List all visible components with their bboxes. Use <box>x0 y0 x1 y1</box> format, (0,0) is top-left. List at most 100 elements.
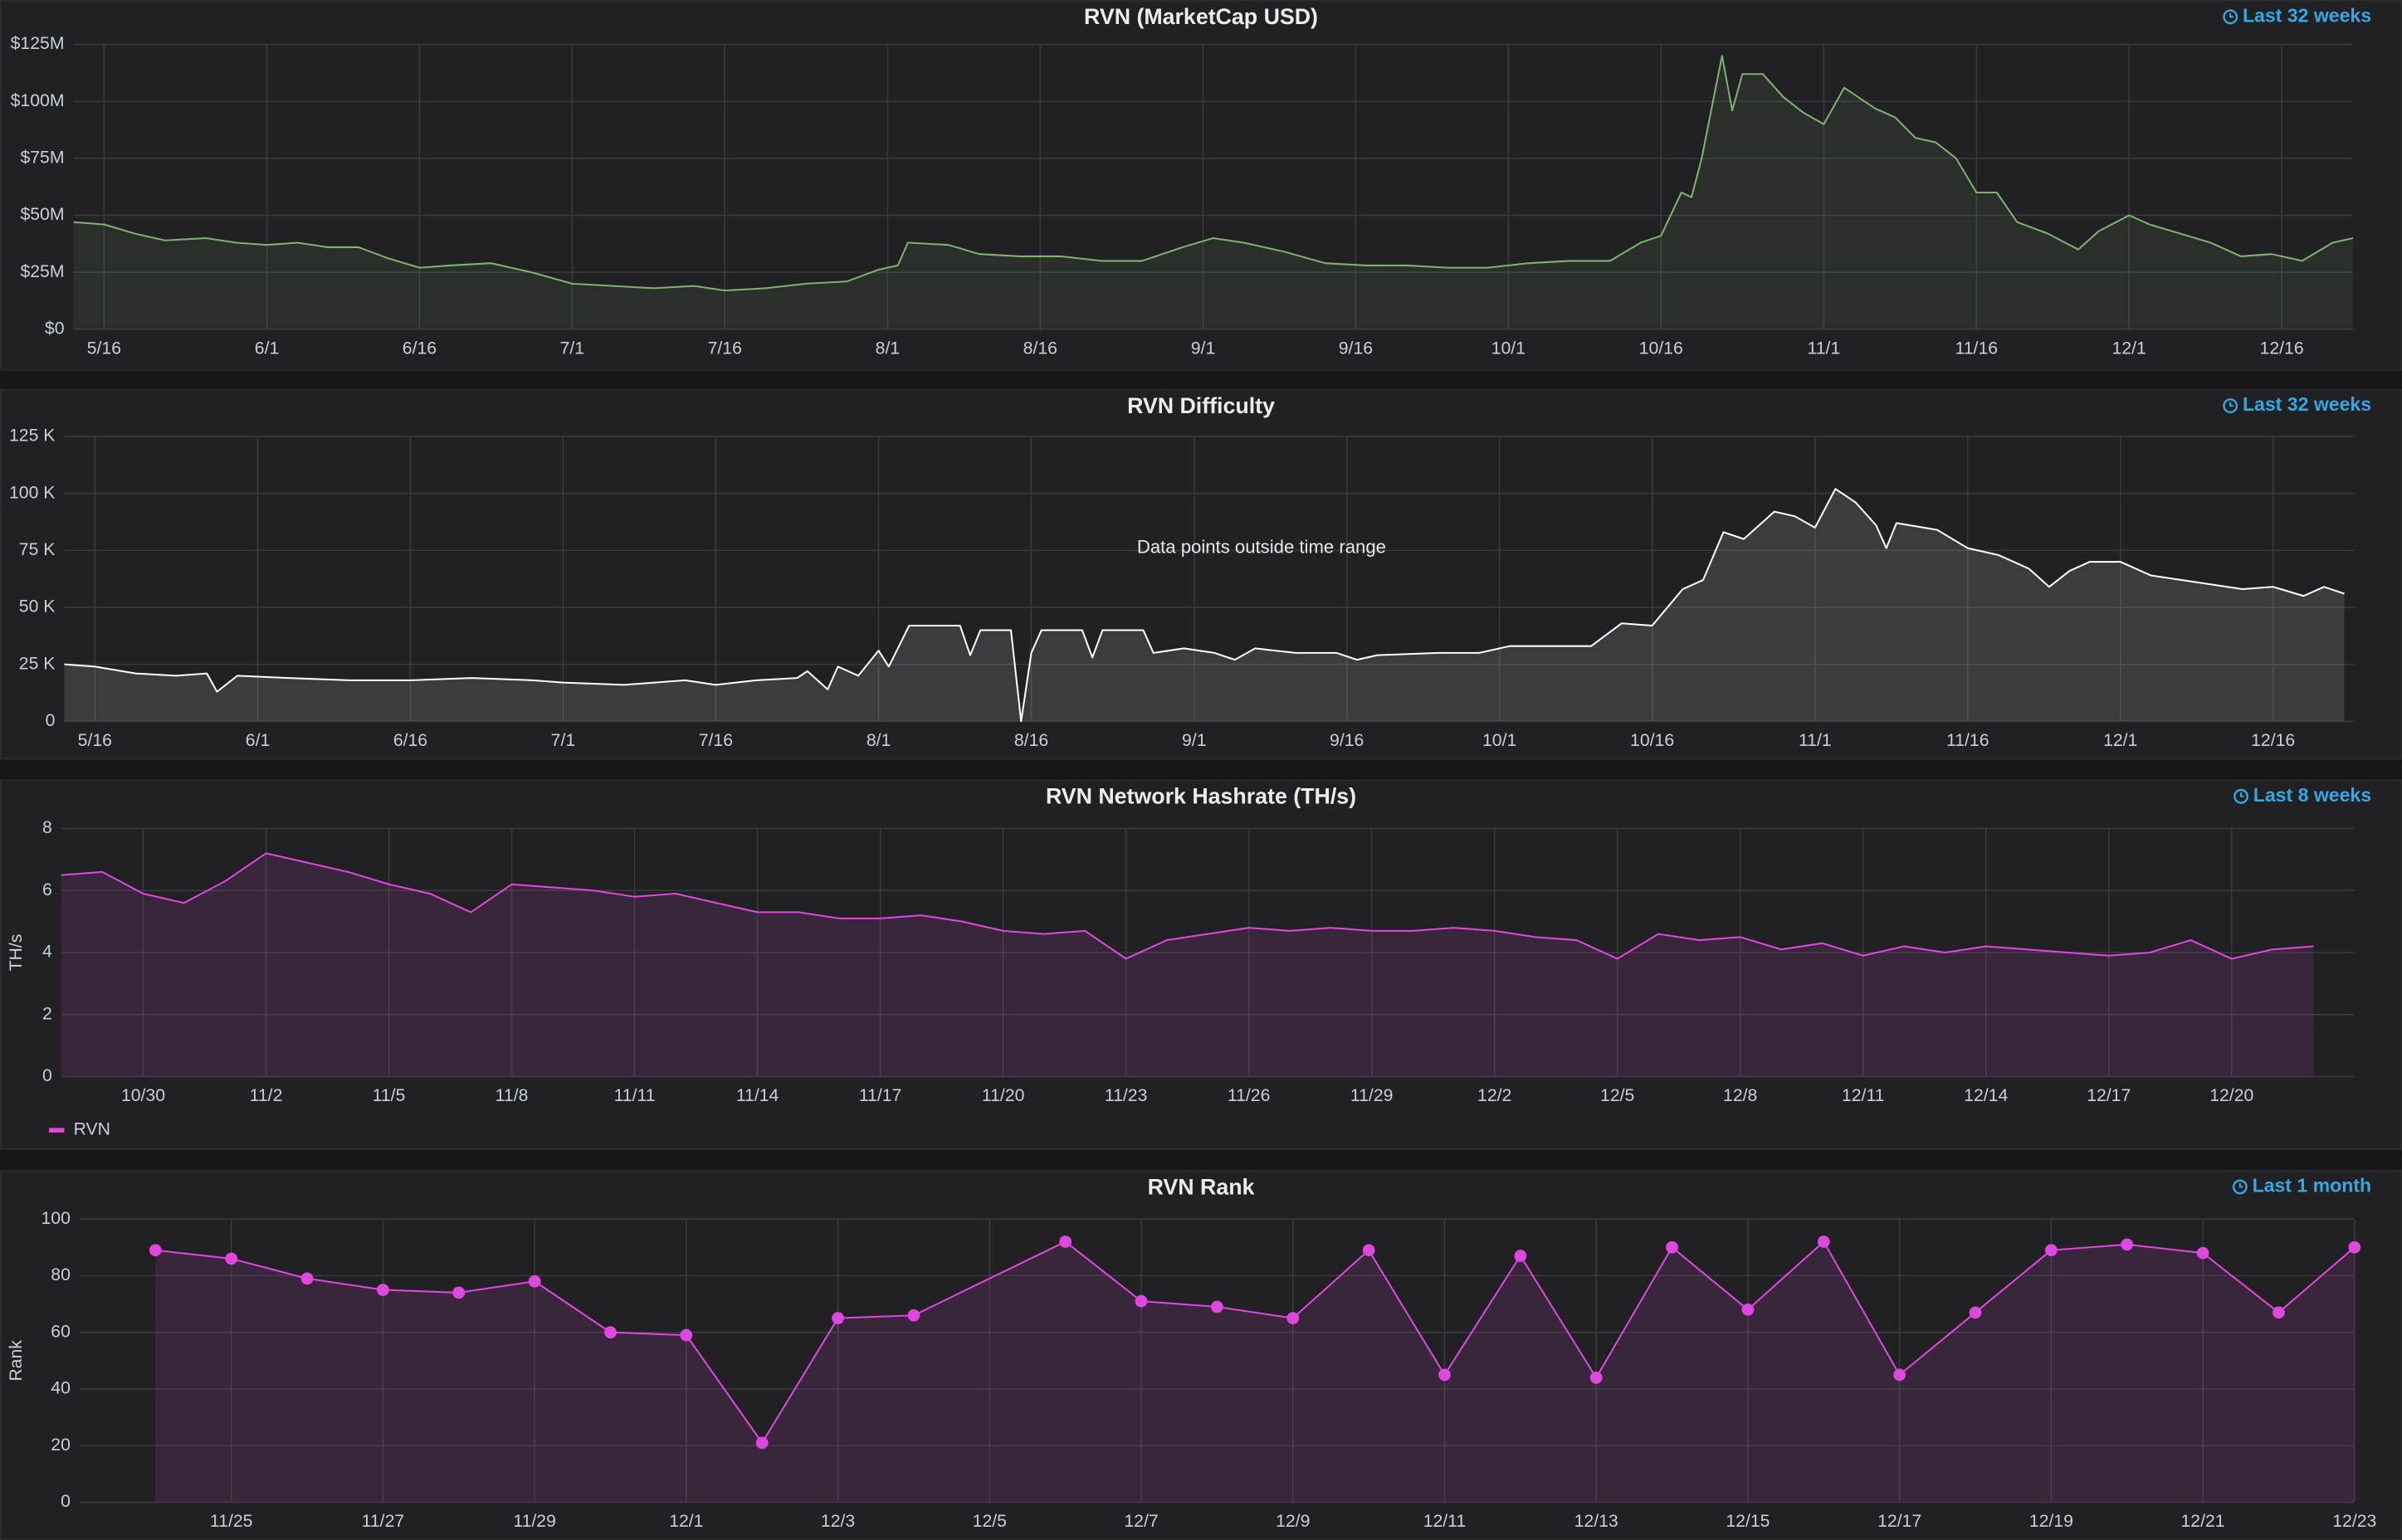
y-tick-label: 4 <box>42 943 52 962</box>
x-tick-label: 10/1 <box>1491 339 1526 358</box>
point <box>2348 1240 2361 1254</box>
x-tick-label: 12/8 <box>1723 1086 1757 1105</box>
x-tick-label: 12/21 <box>2181 1512 2225 1531</box>
panel: RVN Network Hashrate (TH/s) Last 8 weeks 0… <box>0 779 2402 1151</box>
time-range: Last 1 month <box>2253 1174 2372 1196</box>
x-tick-label: 10/1 <box>1482 731 1516 750</box>
x-tick-label: 12/15 <box>1726 1512 1770 1531</box>
x-tick-label: 11/16 <box>1946 731 1989 750</box>
clock-hands <box>2229 402 2234 407</box>
point <box>2273 1306 2285 1319</box>
y-tick-label: 60 <box>51 1322 71 1341</box>
clock-icon <box>2223 9 2238 25</box>
clock-hands <box>2238 1182 2243 1188</box>
x-tick-label: 11/16 <box>1955 339 1999 358</box>
x-tick-label: 7/1 <box>551 731 576 750</box>
point <box>377 1284 389 1296</box>
panel: RVN (MarketCap USD) Last 32 weeks $0 $25M $5… <box>0 0 2402 371</box>
x-tick-label: 8/1 <box>867 731 891 750</box>
x-tick-label: 11/17 <box>859 1086 902 1105</box>
point <box>1514 1250 1527 1262</box>
point <box>1969 1306 1982 1319</box>
y-tick-label: 25 K <box>19 654 56 673</box>
clock-hands <box>2229 12 2234 18</box>
y-tick-label: 6 <box>42 880 52 899</box>
x-tick-label: 11/14 <box>736 1086 779 1105</box>
y-tick-label: 100 K <box>9 483 55 502</box>
point <box>1438 1368 1451 1382</box>
x-tick-label: 11/5 <box>373 1086 406 1105</box>
point <box>149 1244 162 1257</box>
x-tick-label: 11/2 <box>250 1086 283 1105</box>
x-tick-label: 12/1 <box>669 1512 703 1531</box>
x-tick-label: 9/16 <box>1339 339 1373 358</box>
x-tick-label: 7/1 <box>560 339 585 358</box>
time-range: Last 32 weeks <box>2243 4 2371 26</box>
y-tick-label: 80 <box>51 1265 71 1284</box>
panel-frame <box>0 388 2402 760</box>
point <box>1210 1300 1223 1313</box>
x-tick-label: 12/7 <box>1124 1512 1158 1531</box>
y-tick-label: 100 <box>41 1209 70 1228</box>
x-tick-label: 8/16 <box>1014 731 1048 750</box>
panel-title: RVN Rank <box>1148 1174 1255 1199</box>
x-tick-label: 12/3 <box>821 1512 855 1531</box>
x-tick-label: 5/16 <box>78 731 112 750</box>
x-tick-label: 10/16 <box>1639 339 1683 358</box>
area <box>155 1241 2355 1503</box>
panel: RVN Rank Last 1 month 0 20 40 60 80 100 11/25 11/… <box>0 1170 2402 1540</box>
x-tick-label: 12/2 <box>1477 1086 1511 1105</box>
y-tick-label: 0 <box>61 1492 71 1511</box>
point <box>907 1309 920 1322</box>
x-tick-label: 12/17 <box>1877 1512 1921 1531</box>
x-tick-label: 6/1 <box>246 731 271 750</box>
panel-title: RVN (MarketCap USD) <box>1084 4 1318 29</box>
line <box>61 852 2314 960</box>
x-tick-label: 12/1 <box>2103 731 2137 750</box>
y-tick-label: $25M <box>20 262 64 281</box>
x-tick-label: 12/1 <box>2112 339 2146 358</box>
x-tick-label: 12/16 <box>2260 339 2304 358</box>
y-tick-label: 2 <box>42 1004 52 1023</box>
time-range: Last 32 weeks <box>2243 393 2371 415</box>
y-tick-label: $0 <box>45 319 65 338</box>
x-tick-label: 12/14 <box>1964 1086 2008 1105</box>
y-tick-label: $50M <box>20 205 64 224</box>
x-tick-label: 12/17 <box>2087 1086 2131 1105</box>
panel-frame <box>0 1170 2402 1540</box>
point <box>680 1328 693 1342</box>
point <box>832 1312 844 1325</box>
point <box>225 1252 238 1265</box>
clock-icon <box>2232 1179 2248 1195</box>
point <box>1059 1235 1072 1248</box>
x-tick-label: 7/16 <box>708 339 742 358</box>
y-tick-label: 40 <box>51 1379 71 1398</box>
point <box>604 1326 617 1339</box>
line <box>64 488 2345 723</box>
x-tick-label: 11/23 <box>1105 1086 1148 1105</box>
x-tick-label: 12/5 <box>973 1512 1007 1531</box>
x-tick-label: 12/11 <box>1842 1086 1885 1105</box>
x-tick-label: 12/9 <box>1276 1512 1310 1531</box>
point <box>1135 1294 1148 1308</box>
point <box>2196 1246 2209 1260</box>
line <box>73 55 2354 292</box>
clock-icon <box>2234 788 2248 804</box>
clock-hands <box>2239 792 2244 797</box>
point <box>2121 1238 2134 1251</box>
x-tick-label: 10/16 <box>1630 731 1674 750</box>
area <box>73 56 2353 329</box>
x-tick-label: 5/16 <box>87 339 121 358</box>
x-tick-label: 11/27 <box>362 1512 405 1531</box>
y-tick-label: $125M <box>11 34 65 53</box>
y-tick-label: 20 <box>51 1435 71 1455</box>
x-tick-label: 12/16 <box>2251 731 2295 750</box>
point <box>1589 1371 1603 1384</box>
panel-frame <box>0 779 2402 1151</box>
y-tick-label: 8 <box>42 818 52 837</box>
x-tick-label: 11/20 <box>982 1086 1025 1105</box>
annotation: Data points outside time range <box>1137 537 1386 558</box>
point <box>2044 1244 2058 1257</box>
y-axis-label: TH/s <box>7 934 26 972</box>
